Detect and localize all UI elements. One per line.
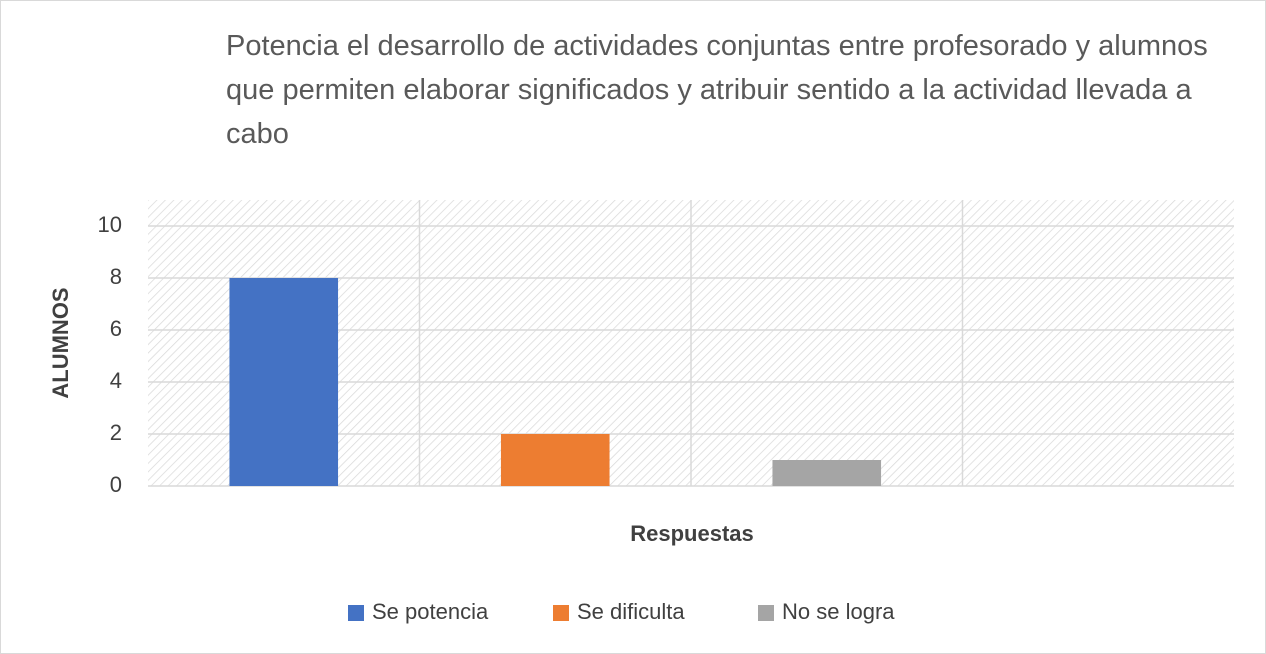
bar — [500, 434, 610, 486]
y-tick-label: 6 — [110, 316, 122, 341]
y-tick-label: 0 — [110, 472, 122, 497]
legend-label: Se dificulta — [577, 599, 685, 624]
bar — [229, 278, 339, 486]
x-axis-label: Respuestas — [630, 521, 754, 546]
legend-swatch — [348, 605, 364, 621]
y-tick-label: 10 — [98, 212, 122, 237]
legend-swatch — [553, 605, 569, 621]
legend-label: No se logra — [782, 599, 895, 624]
y-tick-label: 8 — [110, 264, 122, 289]
y-tick-label: 2 — [110, 420, 122, 445]
bar — [772, 460, 882, 486]
legend-swatch — [758, 605, 774, 621]
legend-label: Se potencia — [372, 599, 489, 624]
y-tick-label: 4 — [110, 368, 122, 393]
chart-title: Potencia el desarrollo de actividades co… — [226, 30, 1208, 150]
y-axis-label: ALUMNOS — [48, 287, 73, 398]
